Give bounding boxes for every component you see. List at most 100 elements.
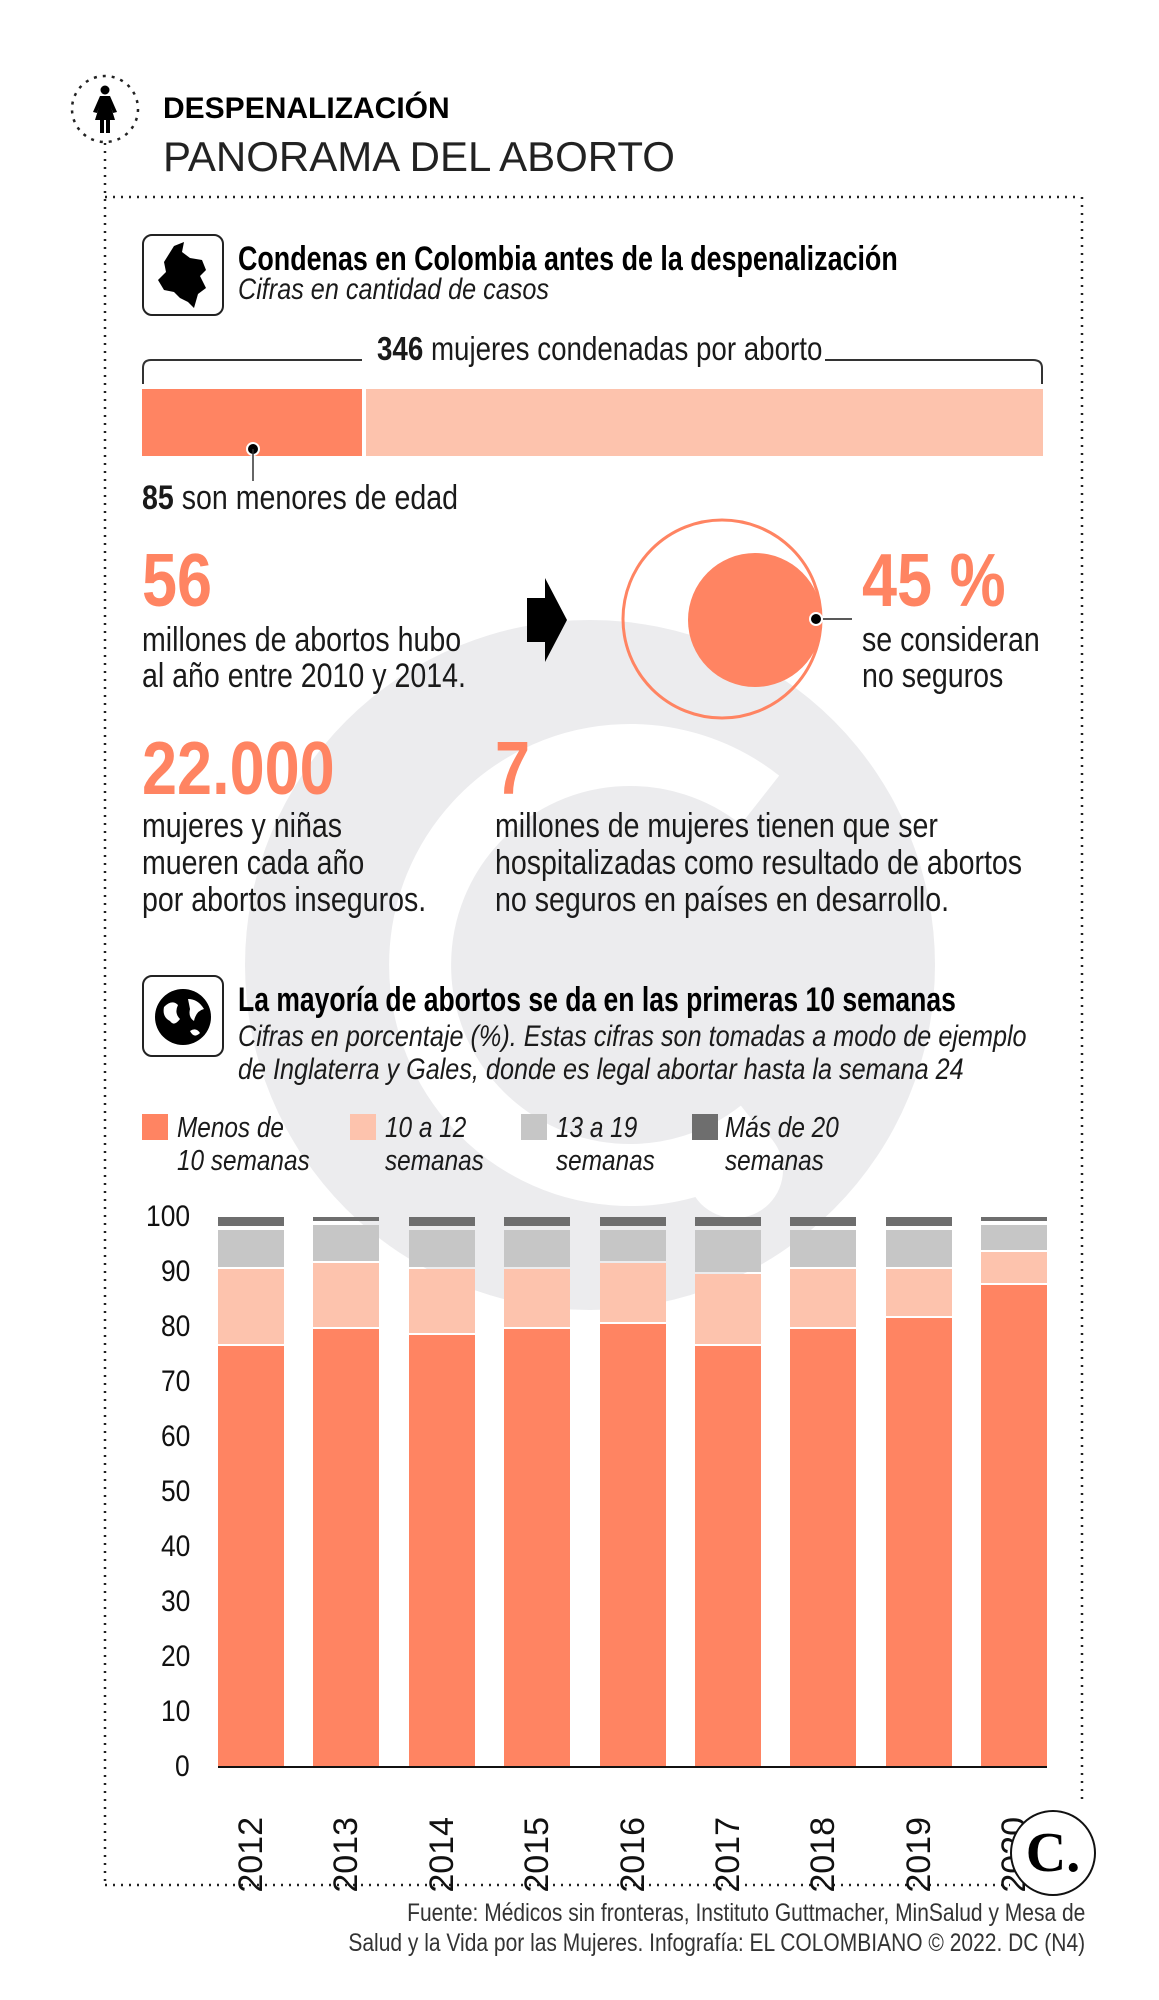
- globe-icon: [142, 975, 224, 1057]
- bar-segment: [218, 1217, 284, 1226]
- stat1-number: 56: [142, 538, 213, 622]
- bar-segment: [885, 1217, 952, 1226]
- section2-title: La mayoría de abortos se da en las prime…: [238, 981, 956, 1019]
- x-tick-label: 2013: [327, 1817, 366, 1893]
- total-label: 346 mujeres condenadas por aborto: [377, 332, 822, 365]
- minors-number: 85: [142, 479, 174, 517]
- bar-segment: [885, 1230, 952, 1267]
- bar-segment: [981, 1252, 1048, 1283]
- bar-segment: [504, 1268, 571, 1327]
- y-tick-label: 20: [160, 1640, 190, 1673]
- section1-title: Condenas en Colombia antes de la despena…: [238, 240, 898, 278]
- total-number: 346: [377, 330, 424, 367]
- el-colombiano-logo: C.: [1010, 1810, 1096, 1896]
- bar-segment: [408, 1217, 475, 1226]
- legend-swatch-10-12: [350, 1114, 376, 1140]
- bar-segment: [218, 1345, 284, 1767]
- header-kicker: DESPENALIZACIÓN: [163, 92, 450, 125]
- bar-segment: [885, 1318, 952, 1767]
- bar-segment: [695, 1230, 761, 1272]
- legend-swatch-under-10: [142, 1114, 168, 1140]
- y-tick-label: 40: [160, 1530, 190, 1563]
- bar-segment: [599, 1263, 666, 1322]
- bar-segment: [695, 1217, 761, 1226]
- stat2-number: 45 %: [862, 538, 1006, 622]
- stat1-line: al año entre 2010 y 2014.: [142, 657, 466, 695]
- total-bracket: [142, 359, 1043, 384]
- bar-segment: [981, 1224, 1048, 1250]
- y-tick-label: 70: [160, 1365, 190, 1398]
- bar-segment: [599, 1323, 666, 1767]
- bar-segment: [313, 1224, 380, 1261]
- bar-segment: [313, 1217, 380, 1221]
- y-tick-label: 50: [160, 1475, 190, 1508]
- woman-icon: [93, 85, 117, 133]
- bar-segment: [695, 1345, 761, 1767]
- section1-subtitle: Cifras en cantidad de casos: [238, 273, 549, 306]
- minors-text: son menores de edad: [173, 479, 458, 517]
- y-tick-label: 100: [145, 1200, 190, 1233]
- stat3-line: mueren cada año: [142, 844, 365, 882]
- legend-label: 10 a 12: [385, 1112, 467, 1144]
- section2-subtitle-line: de Inglaterra y Gales, donde es legal ab…: [238, 1053, 964, 1086]
- bar-segment: [599, 1230, 666, 1261]
- legend-label: semanas: [556, 1145, 655, 1177]
- bar-segment: [790, 1329, 857, 1767]
- total-text: mujeres condenadas por aborto: [423, 330, 823, 367]
- legend-label: semanas: [725, 1145, 824, 1177]
- footer-source-line: Fuente: Médicos sin fronteras, Instituto…: [406, 1899, 1085, 1927]
- y-tick-label: 90: [160, 1255, 190, 1288]
- x-axis-line: [218, 1766, 1048, 1768]
- legend-label: 13 a 19: [556, 1112, 638, 1144]
- unsafe-share-circle: [621, 518, 852, 720]
- stat3-line: mujeres y niñas: [142, 807, 343, 845]
- stat4-line: millones de mujeres tienen que ser: [495, 807, 938, 845]
- bar-segment: [599, 1217, 666, 1226]
- legend-label: 10 semanas: [177, 1145, 310, 1177]
- stat3-line: por abortos inseguros.: [142, 881, 427, 919]
- arrow-right-icon: [527, 578, 567, 662]
- legend-label: Más de 20: [725, 1112, 839, 1144]
- bar-segment: [790, 1268, 857, 1327]
- y-tick-label: 30: [160, 1585, 190, 1618]
- y-tick-label: 10: [160, 1695, 190, 1728]
- bar-segment: [408, 1230, 475, 1267]
- bar-segment: [790, 1230, 857, 1267]
- colombia-map-icon: [142, 234, 224, 316]
- bar-segment: [408, 1268, 475, 1333]
- stat4-number: 7: [495, 726, 531, 810]
- bar-segment: [313, 1329, 380, 1767]
- legend-label: semanas: [385, 1145, 484, 1177]
- y-tick-label: 80: [160, 1310, 190, 1343]
- bar-segment: [408, 1334, 475, 1767]
- stat3-number: 22.000: [142, 726, 335, 810]
- bar-segment: [790, 1217, 857, 1226]
- section2-subtitle-line: Cifras en porcentaje (%). Estas cifras s…: [238, 1020, 1027, 1053]
- stat2-line: se consideran: [862, 621, 1040, 659]
- legend-swatch-over-20: [692, 1114, 718, 1140]
- bar-segment: [313, 1263, 380, 1327]
- stat1-line: millones de abortos hubo: [142, 621, 462, 659]
- x-tick-label: 2012: [232, 1817, 270, 1893]
- bar-segment: [981, 1285, 1048, 1767]
- bar-segment: [218, 1230, 284, 1267]
- legend-label: Menos de: [177, 1112, 284, 1144]
- y-tick-label: 60: [160, 1420, 190, 1453]
- bar-segment: [695, 1274, 761, 1344]
- page-title: PANORAMA DEL ABORTO: [163, 133, 675, 180]
- bar-segment: [504, 1230, 571, 1267]
- legend-swatch-13-19: [521, 1114, 547, 1140]
- bar-segment: [504, 1217, 571, 1226]
- footer-source-line: Salud y la Vida por las Mujeres. Infogra…: [348, 1929, 1085, 1957]
- bar-segment: [504, 1329, 571, 1767]
- minors-label: 85 son menores de edad: [142, 481, 458, 515]
- bar-segment: [981, 1217, 1048, 1221]
- stat4-line: hospitalizadas como resultado de abortos: [495, 844, 1023, 882]
- bar-segment: [218, 1268, 284, 1344]
- bar-segment: [885, 1268, 952, 1316]
- adults-bar: [366, 389, 1043, 456]
- y-tick-label: 0: [175, 1750, 190, 1783]
